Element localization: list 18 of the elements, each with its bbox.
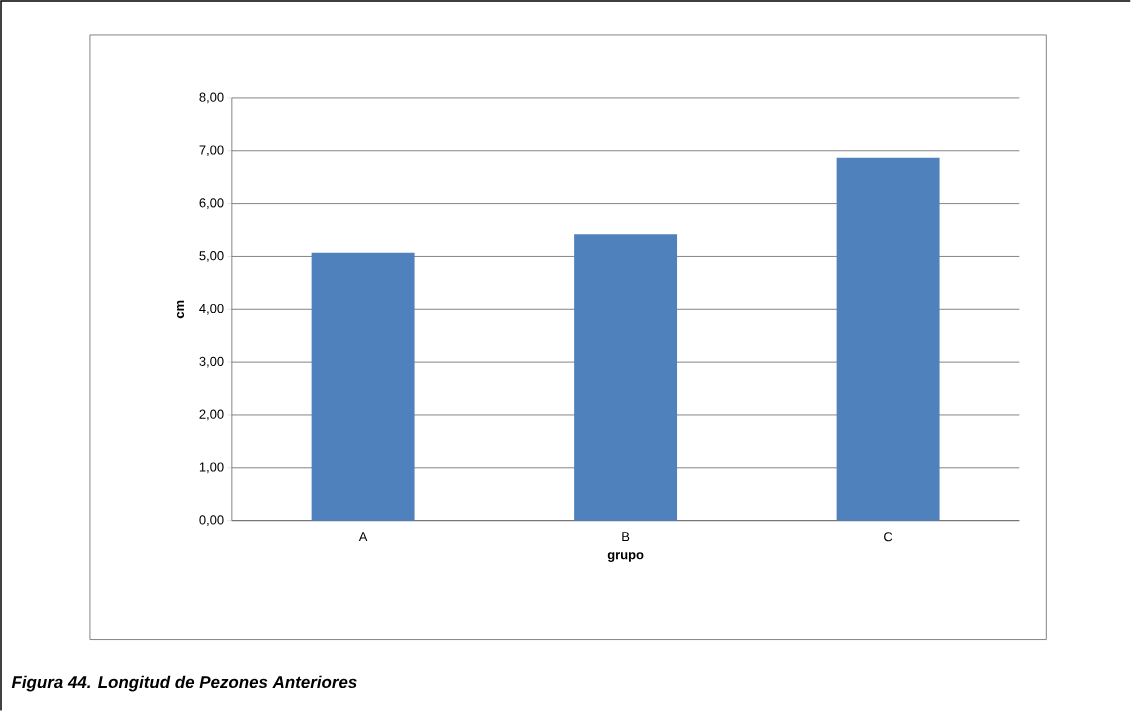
y-tick-label: 3,00: [199, 356, 224, 368]
y-tick-label: 4,00: [199, 303, 224, 315]
text: Figura 44. Longitud de Pezones Anteriores: [11, 675, 357, 692]
y-tick-label: 7,00: [199, 145, 224, 156]
x-tick-label: C: [884, 532, 893, 542]
y-tick-label: 6,00: [199, 198, 224, 209]
y-tick-label: 2,00: [199, 409, 224, 421]
bar: [574, 234, 678, 521]
bar: [836, 157, 940, 521]
y-tick-label: 5,00: [199, 250, 224, 262]
x-axis-title: grupo: [607, 552, 644, 562]
y-tick-label: 1,00: [199, 462, 224, 474]
bar: [311, 252, 415, 521]
x-tick-label: A: [358, 532, 368, 541]
y-tick-label: 0,00: [199, 515, 224, 526]
y-tick-label: 8,00: [199, 92, 224, 104]
y-axis-title: cm: [176, 300, 185, 319]
x-tick-label: B: [622, 532, 630, 541]
